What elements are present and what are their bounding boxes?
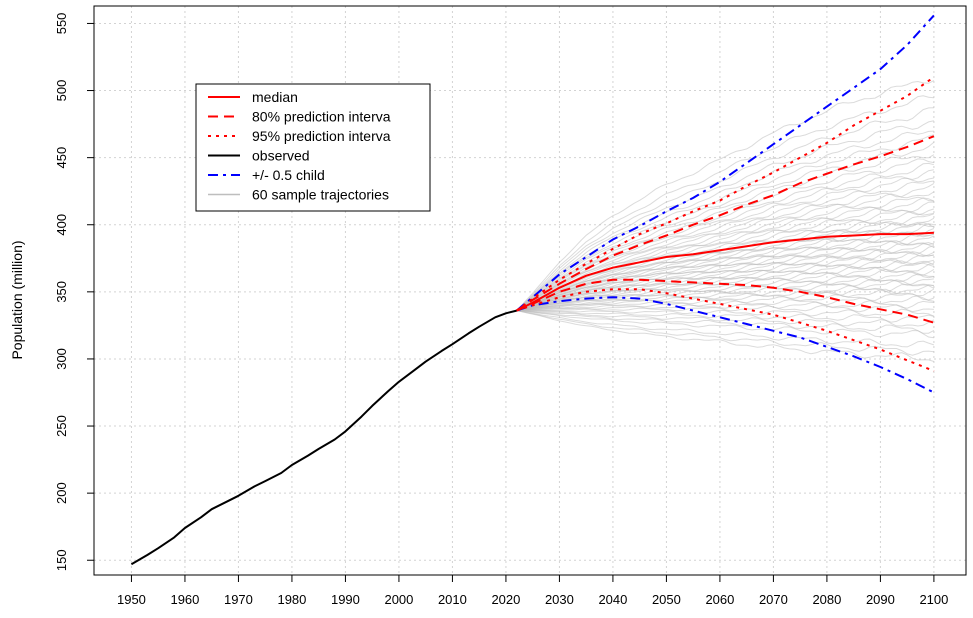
sample-trajectory xyxy=(516,310,934,356)
x-tick-label: 2100 xyxy=(919,592,948,607)
sample-trajectory xyxy=(516,154,935,312)
sample-trajectory xyxy=(516,308,935,317)
sample-trajectory xyxy=(516,80,935,311)
sample-trajectory xyxy=(516,233,934,312)
x-tick-label: 2030 xyxy=(545,592,574,607)
legend-box xyxy=(195,83,431,212)
sample-trajectory xyxy=(516,95,934,311)
legend-label: observed xyxy=(252,148,310,164)
x-tick-label: 2070 xyxy=(759,592,788,607)
series-half-child-upper xyxy=(515,14,935,312)
y-tick-label: 350 xyxy=(54,281,69,303)
legend-label: +/- 0.5 child xyxy=(252,167,325,183)
series-median xyxy=(516,231,934,312)
series-layer xyxy=(130,14,935,566)
x-tick-label: 2010 xyxy=(438,592,467,607)
series-pi80-upper xyxy=(516,135,935,312)
axes-layer: 1950 1960 1970 1980 1990 2000 2010 2020 2030 2040… xyxy=(54,13,948,607)
sample-trajectory xyxy=(516,107,934,311)
sample-trajectory xyxy=(516,304,934,313)
legend-label: 80% prediction interva xyxy=(252,109,391,125)
y-tick-label: 150 xyxy=(54,549,69,571)
series-half-child-lower xyxy=(516,296,935,394)
sample-trajectory xyxy=(516,293,935,312)
x-tick-label: 2050 xyxy=(652,592,681,607)
sample-trajectory xyxy=(516,263,934,312)
x-tick-label: 1990 xyxy=(331,592,360,607)
sample-trajectory xyxy=(516,182,935,312)
series-pi95-upper xyxy=(516,76,935,312)
y-tick-label: 500 xyxy=(54,80,69,102)
x-tick-label: 2020 xyxy=(491,592,520,607)
x-tick-label: 1970 xyxy=(224,592,253,607)
x-tick-label: 2080 xyxy=(812,592,841,607)
x-tick-label: 2060 xyxy=(705,592,734,607)
sample-trajectory xyxy=(516,130,934,311)
sample-trajectory xyxy=(516,196,934,312)
sample-trajectory xyxy=(516,208,935,312)
y-tick-label: 400 xyxy=(54,214,69,236)
sample-trajectory xyxy=(516,158,934,312)
sample-trajectory xyxy=(516,162,935,312)
x-tick-label: 2000 xyxy=(384,592,413,607)
sample-trajectory xyxy=(516,211,934,312)
sample-trajectory xyxy=(516,310,935,348)
y-tick-label: 200 xyxy=(54,482,69,504)
y-tick-label: 450 xyxy=(54,147,69,169)
sample-trajectory xyxy=(516,310,934,339)
x-tick-label: 2090 xyxy=(866,592,895,607)
legend-label: 60 sample trajectories xyxy=(252,187,389,203)
y-tick-label: 550 xyxy=(54,13,69,35)
series-pi80-lower xyxy=(516,278,935,324)
sample-trajectories-layer xyxy=(516,80,935,362)
sample-trajectory xyxy=(516,310,935,334)
x-tick-label: 2040 xyxy=(598,592,627,607)
sample-trajectory xyxy=(516,251,934,312)
sample-trajectory xyxy=(516,177,934,312)
sample-trajectory xyxy=(516,310,935,323)
sample-trajectory xyxy=(516,134,935,311)
x-tick-label: 1960 xyxy=(170,592,199,607)
y-tick-label: 300 xyxy=(54,348,69,370)
sample-trajectory xyxy=(516,260,935,312)
legend-label: median xyxy=(252,89,298,105)
plot-frame xyxy=(93,5,967,576)
sample-trajectory xyxy=(516,300,934,312)
sample-trajectory xyxy=(516,310,935,327)
series-observed xyxy=(130,309,517,566)
legend-label: 95% prediction interva xyxy=(252,128,391,144)
sample-trajectory xyxy=(516,141,935,311)
y-tick-label: 250 xyxy=(54,415,69,437)
sample-trajectory xyxy=(516,120,935,311)
sample-trajectory xyxy=(516,169,934,312)
legend: median 80% prediction interva 95% predicti… xyxy=(195,83,431,212)
x-tick-label: 1980 xyxy=(277,592,306,607)
y-axis-label: Population (million) xyxy=(9,240,25,359)
sample-trajectory xyxy=(516,310,935,362)
x-tick-label: 1950 xyxy=(117,592,146,607)
